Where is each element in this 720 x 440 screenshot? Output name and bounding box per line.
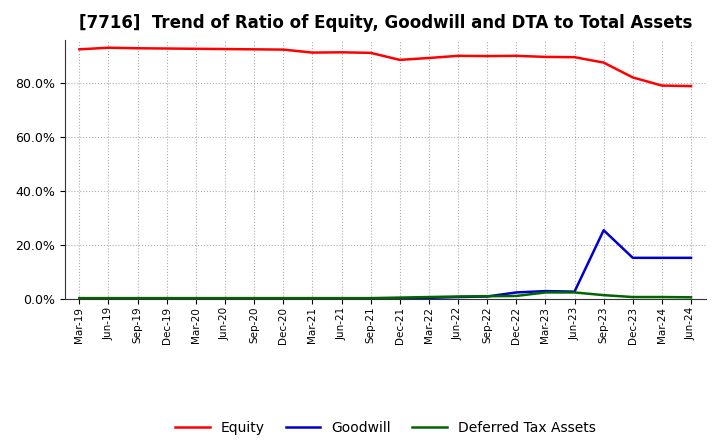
Goodwill xyxy=(192,296,200,301)
Equity xyxy=(541,54,550,59)
Equity xyxy=(75,47,84,52)
Deferred Tax Assets xyxy=(454,294,462,299)
Goodwill xyxy=(687,255,696,260)
Goodwill xyxy=(425,295,433,301)
Goodwill xyxy=(599,227,608,233)
Deferred Tax Assets xyxy=(308,296,317,301)
Deferred Tax Assets xyxy=(337,296,346,301)
Deferred Tax Assets xyxy=(395,295,404,300)
Deferred Tax Assets xyxy=(163,296,171,301)
Deferred Tax Assets xyxy=(483,293,492,299)
Goodwill xyxy=(337,296,346,301)
Legend: Equity, Goodwill, Deferred Tax Assets: Equity, Goodwill, Deferred Tax Assets xyxy=(169,415,601,440)
Equity xyxy=(133,46,142,51)
Deferred Tax Assets xyxy=(75,296,84,301)
Deferred Tax Assets xyxy=(192,296,200,301)
Deferred Tax Assets xyxy=(512,293,521,299)
Goodwill xyxy=(395,296,404,301)
Goodwill xyxy=(163,296,171,301)
Deferred Tax Assets xyxy=(104,296,113,301)
Deferred Tax Assets xyxy=(425,294,433,300)
Equity xyxy=(629,75,637,80)
Equity xyxy=(395,57,404,62)
Goodwill xyxy=(512,290,521,295)
Deferred Tax Assets xyxy=(687,295,696,300)
Deferred Tax Assets xyxy=(133,296,142,301)
Equity xyxy=(657,83,666,88)
Deferred Tax Assets xyxy=(220,296,229,301)
Goodwill xyxy=(75,296,84,301)
Deferred Tax Assets xyxy=(599,293,608,298)
Equity xyxy=(279,47,287,52)
Equity xyxy=(366,50,375,55)
Equity xyxy=(454,53,462,59)
Equity xyxy=(163,46,171,51)
Goodwill xyxy=(541,289,550,294)
Goodwill xyxy=(366,296,375,301)
Goodwill xyxy=(454,294,462,300)
Goodwill xyxy=(250,296,258,301)
Goodwill xyxy=(657,255,666,260)
Goodwill xyxy=(483,294,492,299)
Goodwill xyxy=(279,296,287,301)
Title: [7716]  Trend of Ratio of Equity, Goodwill and DTA to Total Assets: [7716] Trend of Ratio of Equity, Goodwil… xyxy=(78,15,692,33)
Deferred Tax Assets xyxy=(250,296,258,301)
Equity xyxy=(425,55,433,61)
Deferred Tax Assets xyxy=(570,290,579,295)
Goodwill xyxy=(133,296,142,301)
Equity xyxy=(599,60,608,65)
Deferred Tax Assets xyxy=(366,296,375,301)
Goodwill xyxy=(570,289,579,294)
Equity xyxy=(483,53,492,59)
Equity xyxy=(570,55,579,60)
Goodwill xyxy=(629,255,637,260)
Equity xyxy=(337,50,346,55)
Deferred Tax Assets xyxy=(541,290,550,295)
Goodwill xyxy=(308,296,317,301)
Deferred Tax Assets xyxy=(657,294,666,300)
Line: Deferred Tax Assets: Deferred Tax Assets xyxy=(79,293,691,298)
Equity xyxy=(250,47,258,52)
Deferred Tax Assets xyxy=(279,296,287,301)
Equity xyxy=(192,46,200,51)
Equity xyxy=(308,50,317,55)
Equity xyxy=(220,47,229,52)
Equity xyxy=(687,84,696,89)
Deferred Tax Assets xyxy=(629,294,637,300)
Goodwill xyxy=(104,296,113,301)
Equity xyxy=(512,53,521,59)
Equity xyxy=(104,45,113,50)
Line: Goodwill: Goodwill xyxy=(79,230,691,299)
Goodwill xyxy=(220,296,229,301)
Line: Equity: Equity xyxy=(79,48,691,86)
